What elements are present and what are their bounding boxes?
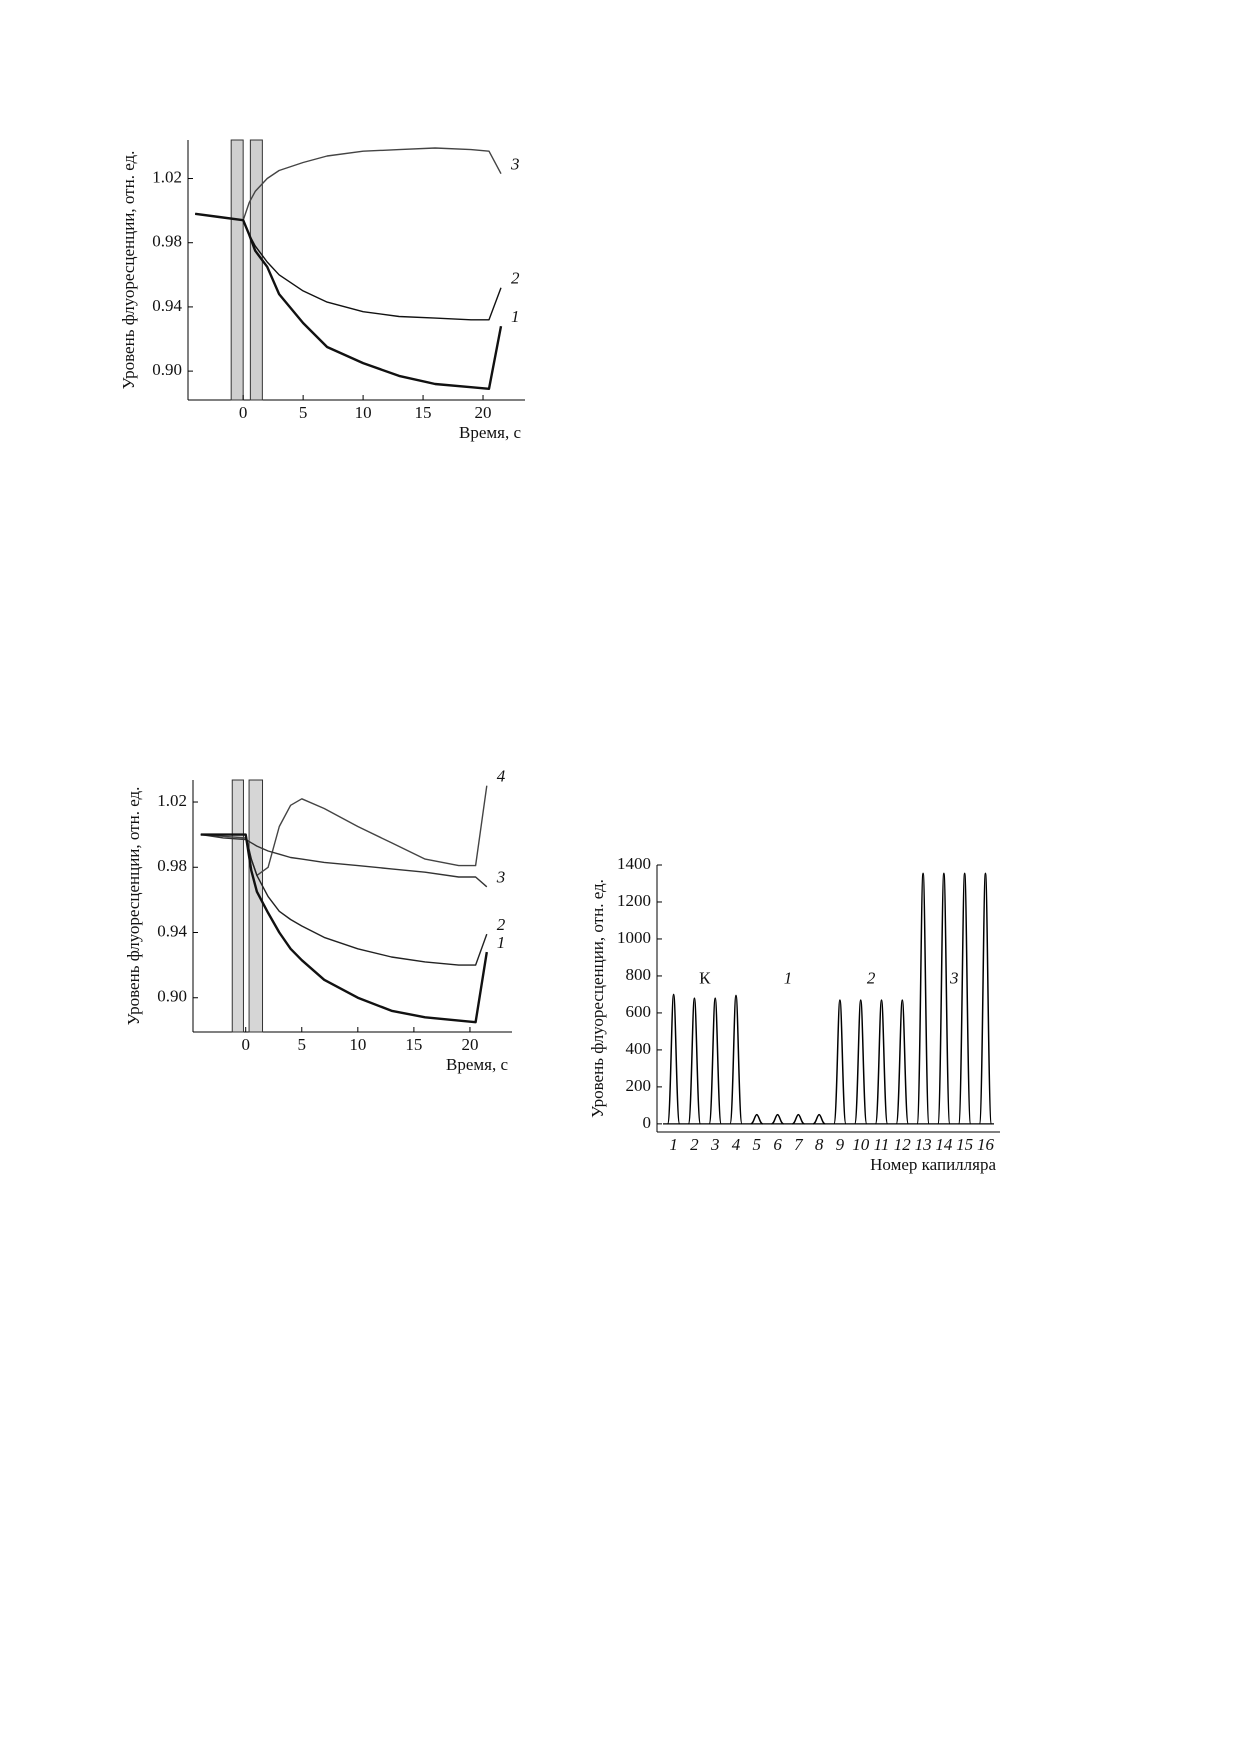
x-tick-label: 12 (894, 1135, 912, 1154)
x-tick-label: 7 (794, 1135, 804, 1154)
peak (666, 993, 681, 1125)
peak (916, 872, 930, 1125)
x-tick-label: 3 (710, 1135, 720, 1154)
x-tick-label: 4 (732, 1135, 741, 1154)
peak (771, 1113, 784, 1125)
x-tick-label: 20 (475, 403, 492, 422)
y-tick-label: 0.98 (152, 232, 182, 251)
peak (895, 999, 910, 1125)
x-tick-label: 10 (349, 1035, 366, 1054)
y-tick-label: 0.98 (157, 856, 187, 875)
x-tick-label: 15 (956, 1135, 973, 1154)
y-tick-label: 1400 (617, 854, 651, 873)
x-axis-label: Номер капилляра (870, 1155, 996, 1174)
series-label: 2 (497, 915, 506, 934)
x-tick-label: 10 (355, 403, 372, 422)
x-tick-label: 2 (690, 1135, 699, 1154)
series-label: 1 (511, 307, 520, 326)
group-label: К (699, 969, 711, 988)
peak (978, 872, 993, 1125)
x-tick-label: 15 (415, 403, 432, 422)
x-tick-label: 5 (753, 1135, 762, 1154)
peak (833, 999, 847, 1125)
peak (957, 872, 972, 1125)
chart: 0 200 400 600 800 1000 1200 1400 Номер капилляра… (588, 854, 1000, 1174)
y-tick-label: 1200 (617, 891, 651, 910)
x-tick-label: 20 (461, 1035, 478, 1054)
y-tick-label: 0.90 (157, 987, 187, 1006)
series-line (200, 833, 488, 888)
chart: 0.90 0.94 0.98 1.02 Время, с Уровень флуоресц… (119, 139, 525, 442)
peak (708, 997, 722, 1125)
series-line (195, 212, 503, 390)
peak (812, 1113, 826, 1125)
group-label: 1 (784, 969, 793, 988)
x-tick-label: 6 (773, 1135, 782, 1154)
peak (792, 1113, 805, 1125)
y-tick-label: 200 (626, 1076, 652, 1095)
y-tick-label: 0.90 (152, 360, 182, 379)
series-label: 2 (511, 269, 520, 288)
y-tick-label: 600 (626, 1002, 652, 1021)
y-tick-label: 0 (643, 1113, 652, 1132)
x-tick-label: 0 (239, 403, 248, 422)
series-label: 3 (510, 155, 520, 174)
y-axis-label: Уровень флуоресценции, отн. ед. (588, 879, 607, 1118)
series-label: 1 (497, 933, 506, 952)
y-tick-label: 800 (626, 965, 652, 984)
series-line (200, 833, 488, 1024)
peak (729, 994, 743, 1125)
x-tick-label: 14 (935, 1135, 953, 1154)
peak (853, 999, 868, 1125)
y-tick-label: 0.94 (157, 921, 187, 940)
x-tick-label: 0 (241, 1035, 250, 1054)
x-tick-label: 10 (852, 1135, 870, 1154)
series-line (195, 147, 502, 221)
x-tick-label: 5 (299, 403, 308, 422)
shaded-region (231, 779, 244, 1033)
x-tick-label: 9 (836, 1135, 845, 1154)
peak (874, 999, 889, 1125)
x-tick-label: 8 (815, 1135, 824, 1154)
y-tick-label: 0.94 (152, 296, 182, 315)
y-axis-label: Уровень флуоресценции, отн. ед. (119, 151, 138, 390)
peak (750, 1113, 764, 1125)
peak (687, 997, 702, 1125)
x-tick-label: 11 (874, 1135, 890, 1154)
x-tick-label: 5 (298, 1035, 307, 1054)
y-axis-label: Уровень флуоресценции, отн. ед. (124, 787, 143, 1026)
group-label: 3 (949, 969, 959, 988)
shaded-region (248, 779, 264, 1033)
peak (937, 872, 951, 1125)
series-label: 3 (496, 868, 506, 887)
x-tick-label: 16 (977, 1135, 995, 1154)
y-tick-label: 1.02 (152, 167, 182, 186)
series-label: 4 (497, 767, 506, 786)
x-axis-label: Время, с (446, 1055, 508, 1074)
chart: 0.90 0.94 0.98 1.02 Время, с Уровень флуоресц… (124, 767, 512, 1074)
y-tick-label: 1000 (617, 928, 651, 947)
x-tick-label: 13 (915, 1135, 932, 1154)
group-label: 2 (867, 969, 876, 988)
x-axis-label: Время, с (459, 423, 521, 442)
y-tick-label: 1.02 (157, 791, 187, 810)
x-tick-label: 1 (669, 1135, 678, 1154)
shaded-region (230, 139, 244, 401)
y-tick-label: 400 (626, 1039, 652, 1058)
shaded-region (249, 139, 263, 401)
x-tick-label: 15 (405, 1035, 422, 1054)
